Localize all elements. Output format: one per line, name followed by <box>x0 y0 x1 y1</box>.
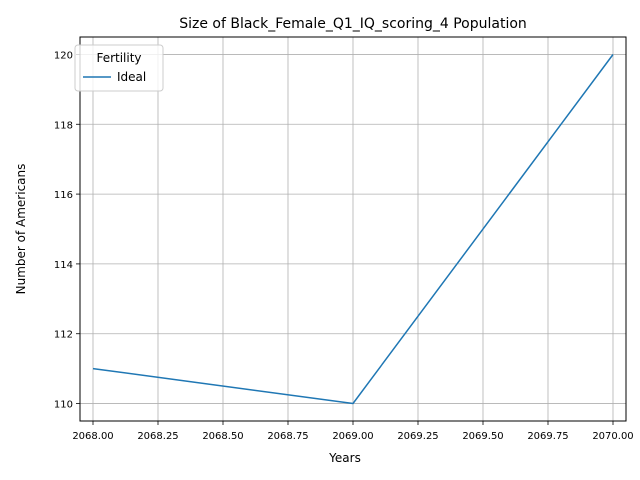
y-tick-label: 112 <box>54 330 73 341</box>
series-lines <box>92 54 614 405</box>
x-tick-label: 2068.25 <box>137 431 178 442</box>
series-line-ideal <box>92 54 614 405</box>
y-tick-label: 120 <box>54 50 73 61</box>
chart-title: Size of Black_Female_Q1_IQ_scoring_4 Pop… <box>179 16 527 32</box>
y-axis: 110 112 114 116 118 120 <box>54 50 80 411</box>
y-tick-label: 118 <box>54 120 73 131</box>
legend-box <box>74 44 164 92</box>
x-tick-label: 2068.00 <box>72 431 113 442</box>
y-axis-label: Number of Americans <box>14 164 28 295</box>
x-tick-label: 2069.50 <box>462 431 503 442</box>
grid-lines <box>80 37 626 421</box>
x-axis: 2068.00 2068.25 2068.50 2068.75 2069.00 2069.… <box>72 421 634 442</box>
legend-entry-ideal: Ideal <box>117 70 146 84</box>
y-tick-label: 114 <box>54 260 73 271</box>
legend: Fertility Ideal <box>74 44 164 92</box>
y-tick-label: 116 <box>54 190 73 201</box>
x-tick-label: 2068.75 <box>267 431 308 442</box>
x-tick-label: 2069.25 <box>397 431 438 442</box>
legend-title: Fertility <box>96 51 141 65</box>
x-tick-label: 2069.75 <box>527 431 568 442</box>
x-tick-label: 2070.00 <box>592 431 633 442</box>
x-tick-label: 2068.50 <box>202 431 243 442</box>
y-tick-label: 110 <box>54 400 73 411</box>
x-tick-label: 2069.00 <box>332 431 373 442</box>
x-axis-label: Years <box>328 451 361 465</box>
